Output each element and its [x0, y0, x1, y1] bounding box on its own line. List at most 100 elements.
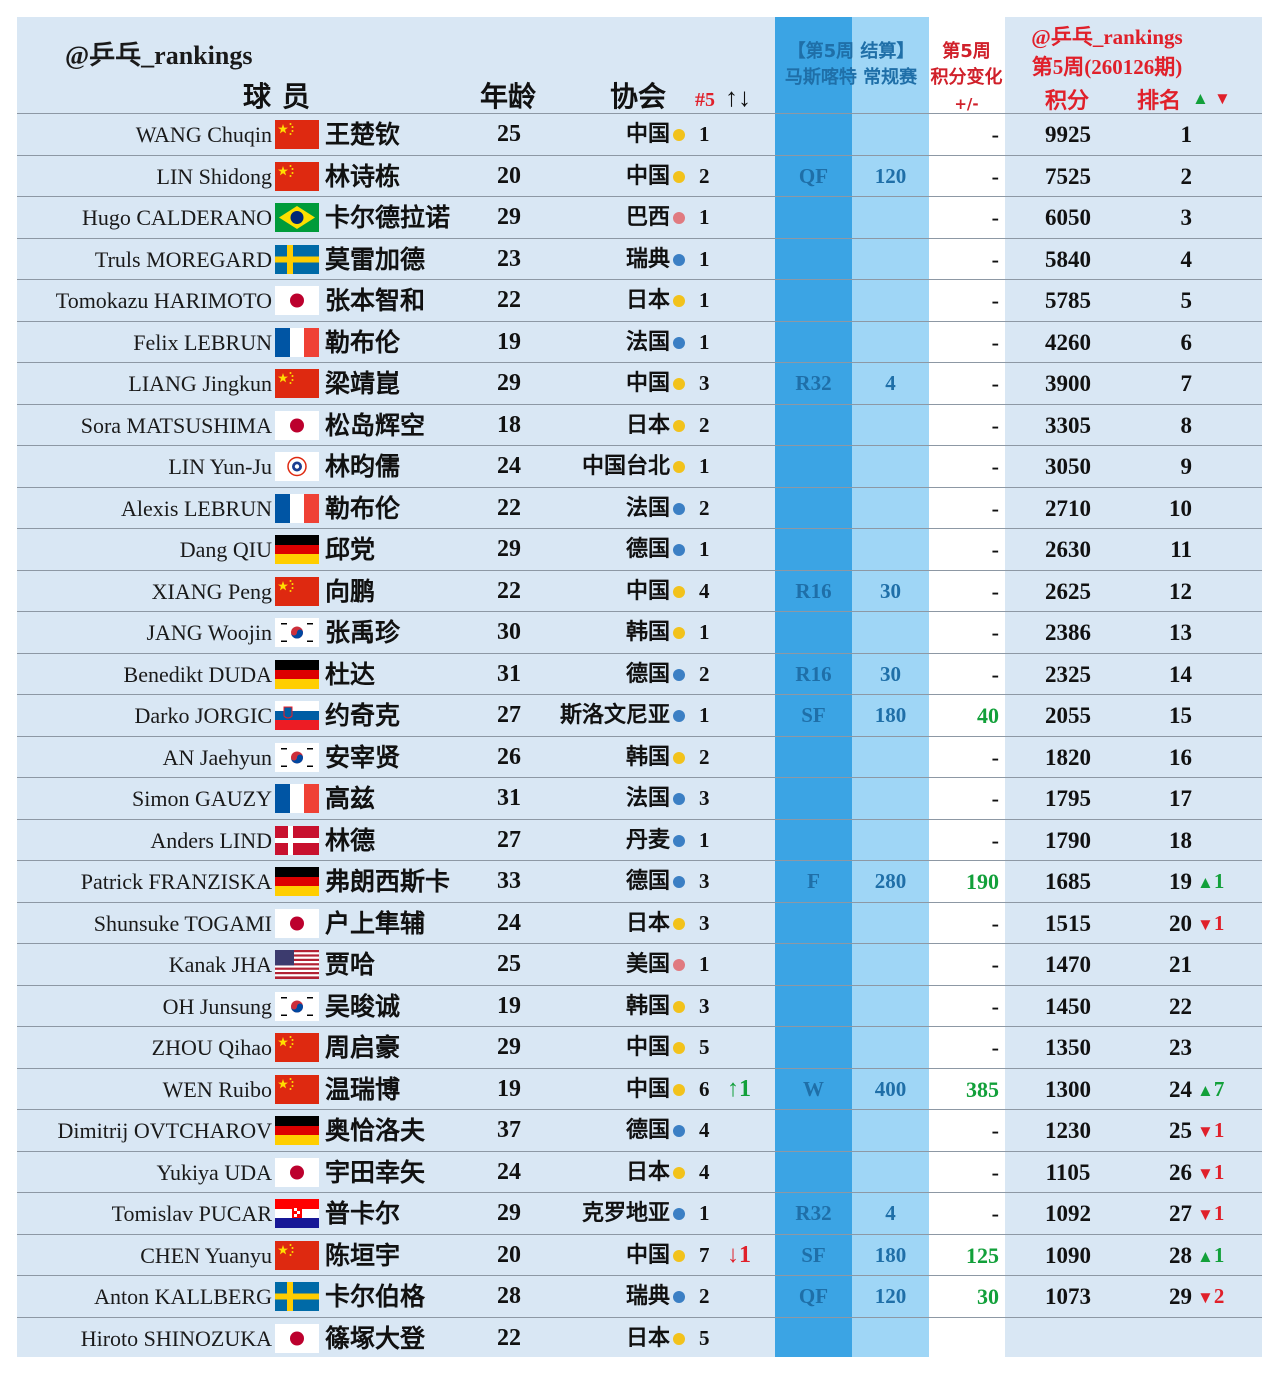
player-chinese-name: 向鹏	[325, 576, 376, 606]
world-rank: 22	[1169, 993, 1192, 1019]
japan-flag-icon	[275, 410, 319, 440]
event-result	[775, 820, 852, 861]
player-name: Simon GAUZY	[132, 786, 272, 811]
points-change: -	[991, 371, 999, 396]
japan-flag-icon	[275, 1157, 319, 1187]
event-result	[775, 737, 852, 778]
player-chinese-name: 杜达	[325, 659, 376, 689]
event-result	[775, 322, 852, 363]
china-flag-icon	[275, 1033, 319, 1062]
tpe-flag-icon	[275, 452, 319, 481]
player-chinese-name: 贾哈	[325, 950, 376, 979]
player-chinese-name: 陈垣宇	[325, 1240, 401, 1270]
rank-move: ▲7	[1197, 1069, 1224, 1110]
event-points	[852, 778, 929, 819]
total-points: 2386	[1045, 620, 1091, 645]
association-dot-icon	[673, 585, 685, 598]
world-rank: 4	[1180, 246, 1193, 272]
player-association: 中国	[625, 1035, 670, 1060]
national-seed: 3	[699, 786, 710, 810]
world-rank: 12	[1169, 578, 1192, 604]
player-association: 中国	[625, 1076, 670, 1102]
player-association: 巴西	[625, 205, 670, 230]
total-points: 1105	[1045, 1159, 1091, 1185]
player-name: Felix LEBRUN	[133, 329, 272, 355]
player-name: Dang QIU	[179, 537, 272, 562]
rank-move-value: 1	[1213, 1118, 1225, 1142]
national-seed: 2	[699, 412, 710, 437]
event-points	[852, 1027, 929, 1068]
player-association: 德国	[625, 537, 670, 562]
points-change: -	[991, 578, 999, 604]
player-association: 法国	[625, 329, 670, 355]
player-association: 中国台北	[581, 454, 670, 479]
event-result	[775, 612, 852, 653]
event-points: 30	[880, 578, 901, 603]
world-rank: 24	[1169, 1076, 1192, 1102]
total-points: 2055	[1045, 703, 1091, 728]
points-column-header: 积分	[1045, 89, 1090, 114]
table-row: Hiroto SHINOZUKA 篠塚大登 22 日本 5	[17, 1316, 1262, 1358]
rank-move: ▼1	[1197, 903, 1224, 944]
points-change: 125	[966, 1242, 999, 1268]
association-dot-icon	[673, 876, 685, 888]
points-change: -	[991, 661, 999, 687]
points-change: 385	[966, 1076, 999, 1102]
association-dot-icon	[673, 627, 685, 639]
event-points	[852, 986, 929, 1027]
event-points	[852, 529, 929, 570]
world-rank: 13	[1169, 620, 1192, 645]
ranking-handle: @乒乓_rankings	[1031, 25, 1183, 49]
total-points: 1450	[1045, 993, 1091, 1019]
player-name: AN Jaehyun	[162, 744, 272, 770]
national-seed: 1	[699, 827, 710, 852]
world-rank: 10	[1169, 495, 1192, 521]
player-age: 22	[497, 494, 521, 521]
points-change: -	[991, 993, 999, 1019]
event-result: SF	[801, 703, 826, 727]
player-age: 33	[497, 868, 521, 894]
player-name: Truls MOREGARD	[94, 246, 272, 272]
player-association: 斯洛文尼亚	[559, 703, 670, 728]
croatia-flag-icon	[275, 1199, 319, 1228]
event-points	[852, 1110, 929, 1151]
seed-column-header: #5	[695, 89, 715, 111]
rank-move-value: 2	[1213, 1284, 1225, 1308]
player-name: Sora MATSUSHIMA	[80, 412, 272, 438]
player-name: Benedikt DUDA	[123, 661, 272, 687]
player-association: 德国	[625, 661, 670, 687]
association-dot-icon	[673, 1000, 685, 1013]
event-points	[852, 446, 929, 487]
china-flag-icon	[275, 120, 319, 149]
event-points: 30	[880, 661, 901, 686]
event-result	[775, 529, 852, 570]
player-chinese-name: 约奇克	[325, 701, 401, 730]
event-points	[852, 820, 929, 861]
player-age: 23	[497, 245, 521, 272]
association-dot-icon	[673, 1332, 685, 1345]
total-points: 1820	[1045, 744, 1091, 770]
player-name: WEN Ruibo	[162, 1076, 272, 1102]
player-association: 韩国	[625, 744, 670, 770]
national-seed: 1	[699, 205, 710, 229]
national-seed: 2	[699, 495, 710, 520]
total-points: 1515	[1045, 910, 1091, 936]
total-points: 3050	[1045, 454, 1091, 479]
player-chinese-name: 勒布伦	[325, 493, 401, 523]
points-change: -	[991, 412, 999, 438]
event-title: 【第5周 结算】	[787, 41, 915, 62]
player-age: 19	[497, 992, 521, 1019]
event-points-column	[852, 17, 929, 1357]
total-points: 1470	[1045, 952, 1091, 977]
event-points: 120	[874, 1284, 907, 1308]
event-result	[775, 944, 852, 985]
event-column-header: 【第5周 结算】 马斯喀特 常规赛	[775, 39, 927, 91]
national-seed: 3	[699, 869, 710, 893]
event-result: R32	[795, 371, 832, 395]
table-row: LIN Yun-Ju 林昀儒 24 中国台北 1 - 3050 9	[17, 445, 1262, 487]
player-association: 韩国	[625, 993, 670, 1019]
national-seed: 4	[699, 1159, 710, 1184]
points-change: -	[991, 495, 999, 521]
player-chinese-name: 张本智和	[325, 286, 426, 315]
player-age: 29	[497, 536, 521, 562]
